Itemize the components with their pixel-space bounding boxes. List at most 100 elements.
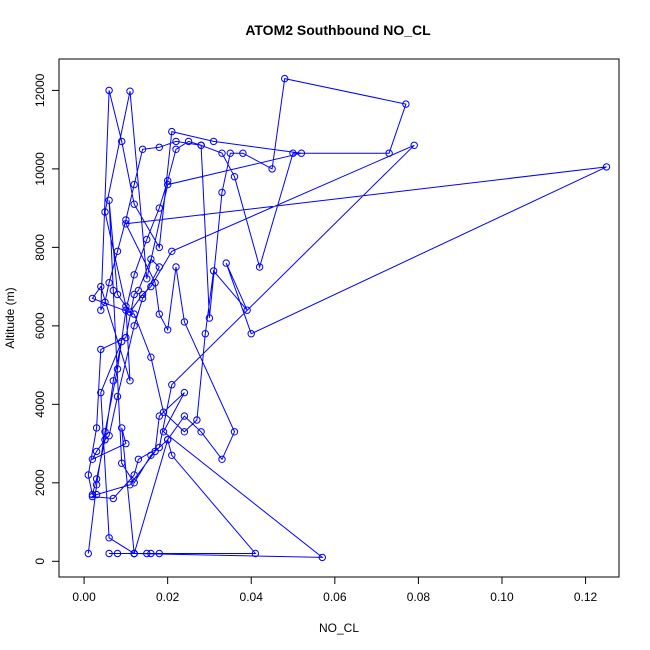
- data-point: [180, 318, 189, 326]
- data-point: [180, 412, 189, 420]
- data-point: [113, 290, 122, 299]
- data-point: [105, 86, 113, 95]
- y-tick-label: 12000: [33, 73, 47, 107]
- data-point: [385, 149, 393, 157]
- data-point: [122, 306, 130, 314]
- data-point: [168, 381, 176, 389]
- data-point: [97, 282, 105, 291]
- x-tick-label: 0.10: [490, 590, 514, 604]
- data-point: [147, 549, 155, 558]
- data-point: [164, 180, 172, 189]
- data-point: [193, 416, 201, 424]
- x-axis-label: NO_CL: [319, 621, 359, 635]
- data-point: [130, 479, 138, 487]
- data-point: [92, 447, 101, 456]
- x-axis: 0.00 0.02 0.04 0.06 0.08 0.10 0.12: [72, 576, 598, 604]
- data-point: [168, 127, 176, 136]
- y-tick-label: 2000: [33, 469, 47, 496]
- data-point: [155, 549, 164, 558]
- data-point: [105, 196, 113, 205]
- data-point: [122, 220, 130, 228]
- data-point: [134, 286, 143, 295]
- data-point: [164, 177, 172, 185]
- data-point: [255, 263, 264, 271]
- y-tick-label: 10000: [33, 152, 47, 186]
- data-point: [92, 490, 101, 499]
- data-point: [147, 255, 155, 263]
- data-point: [118, 424, 126, 432]
- data-point: [88, 490, 97, 499]
- data-point: [209, 137, 218, 146]
- data-point: [230, 428, 239, 436]
- y-tick-label: 4000: [33, 391, 47, 418]
- data-point: [168, 451, 176, 459]
- y-tick-label: 0: [33, 558, 47, 565]
- y-tick-label: 6000: [33, 312, 47, 339]
- data-point: [201, 330, 210, 338]
- data-point: [155, 243, 164, 252]
- data-point: [101, 436, 109, 444]
- data-point: [243, 306, 251, 314]
- data-point: [92, 424, 101, 432]
- data-point: [180, 388, 189, 397]
- data-point: [138, 290, 147, 299]
- x-tick-label: 0.12: [574, 590, 598, 604]
- data-point: [97, 306, 105, 314]
- data-point: [164, 436, 172, 444]
- data-point: [281, 74, 289, 83]
- data-point: [105, 279, 113, 287]
- x-tick-label: 0.00: [72, 590, 96, 604]
- data-point: [151, 447, 159, 456]
- data-point: [130, 290, 138, 299]
- data-point: [97, 388, 105, 397]
- data-point: [88, 294, 97, 303]
- data-point: [122, 333, 130, 342]
- data-point: [164, 326, 172, 334]
- y-tick-label: 8000: [33, 234, 47, 261]
- data-point: [122, 302, 130, 310]
- data-point: [143, 275, 151, 283]
- data-point: [101, 428, 109, 436]
- data-point: [159, 428, 168, 436]
- data-point: [113, 392, 122, 401]
- data-point: [247, 330, 255, 338]
- data-point: [105, 549, 113, 558]
- data-point: [155, 143, 164, 152]
- data-point: [84, 549, 93, 558]
- data-point: [126, 377, 134, 385]
- data-point: [92, 475, 101, 483]
- data-point: [105, 432, 113, 440]
- series-line: [87, 78, 607, 558]
- x-tick-label: 0.08: [407, 590, 431, 604]
- data-point: [122, 216, 130, 224]
- data-point: [138, 294, 147, 303]
- data-point: [130, 322, 138, 330]
- data-point: [130, 180, 138, 189]
- data-point: [410, 141, 418, 150]
- data-point: [109, 377, 118, 385]
- data-point: [402, 100, 410, 108]
- data-point: [168, 247, 176, 256]
- data-point: [143, 549, 151, 558]
- data-point: [218, 149, 226, 157]
- data-point: [118, 459, 126, 467]
- data-point: [126, 308, 134, 316]
- data-point: [113, 365, 122, 373]
- y-axis-label: Altitude (m): [3, 287, 17, 348]
- data-point: [88, 492, 97, 501]
- data-point: [97, 345, 105, 354]
- data-point: [197, 141, 205, 150]
- data-point: [118, 337, 126, 346]
- data-series: [84, 74, 611, 562]
- x-tick-label: 0.02: [156, 590, 180, 604]
- data-point: [101, 298, 109, 306]
- data-point: [218, 455, 226, 463]
- data-point: [155, 310, 164, 318]
- data-point: [239, 149, 247, 157]
- data-point: [155, 412, 164, 420]
- data-point: [118, 137, 126, 146]
- data-point: [289, 149, 297, 157]
- data-point: [268, 165, 276, 173]
- data-point: [109, 494, 118, 503]
- data-point: [230, 173, 239, 181]
